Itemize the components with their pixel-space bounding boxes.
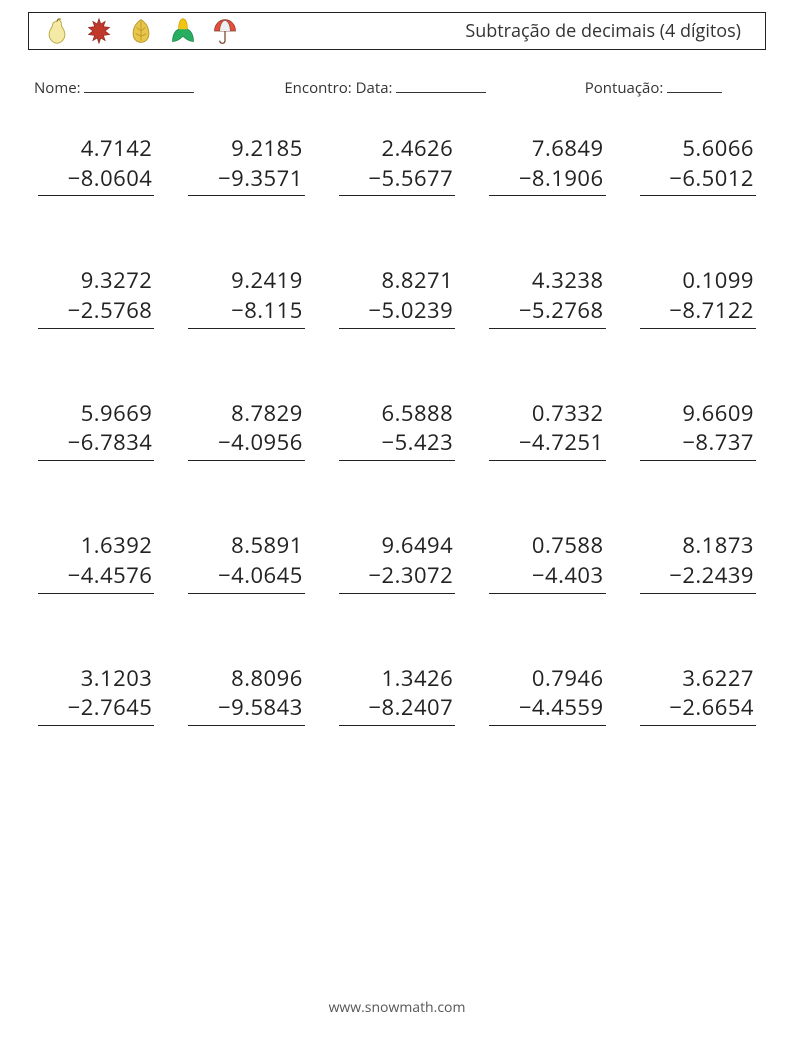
corn-icon xyxy=(169,17,197,45)
problem: 8.5891−4.0645 xyxy=(188,531,304,593)
subtrahend: −6.5012 xyxy=(640,164,756,197)
subtrahend: −2.2439 xyxy=(640,561,756,594)
problem: 7.6849−8.1906 xyxy=(489,134,605,196)
minuend: 6.5888 xyxy=(339,399,455,429)
subtrahend: −8.7122 xyxy=(640,296,756,329)
problems-grid: 4.7142−8.0604 9.2185−9.3571 2.4626−5.5677 7… xyxy=(28,134,766,726)
problem: 5.6066−6.5012 xyxy=(640,134,756,196)
problem: 3.1203−2.7645 xyxy=(38,664,154,726)
problem: 9.6494−2.3072 xyxy=(339,531,455,593)
problem: 2.4626−5.5677 xyxy=(339,134,455,196)
name-label: Nome: xyxy=(34,78,81,98)
subtrahend: −2.3072 xyxy=(339,561,455,594)
subtrahend: −4.0956 xyxy=(188,428,304,461)
minuend: 3.6227 xyxy=(640,664,756,694)
minuend: 8.1873 xyxy=(640,531,756,561)
problem: 8.1873−2.2439 xyxy=(640,531,756,593)
subtrahend: −8.1906 xyxy=(489,164,605,197)
subtrahend: −8.115 xyxy=(188,296,304,329)
problem: 9.2185−9.3571 xyxy=(188,134,304,196)
subtrahend: −2.5768 xyxy=(38,296,154,329)
minuend: 9.2185 xyxy=(188,134,304,164)
minuend: 1.6392 xyxy=(38,531,154,561)
subtrahend: −4.4559 xyxy=(489,693,605,726)
subtrahend: −5.2768 xyxy=(489,296,605,329)
header-icons xyxy=(43,17,239,45)
meta-score: Pontuação: xyxy=(585,78,760,98)
minuend: 5.9669 xyxy=(38,399,154,429)
meta-name: Nome: xyxy=(34,78,284,98)
problem: 0.7332−4.7251 xyxy=(489,399,605,461)
minuend: 0.7332 xyxy=(489,399,605,429)
subtrahend: −2.7645 xyxy=(38,693,154,726)
subtrahend: −5.5677 xyxy=(339,164,455,197)
minuend: 4.3238 xyxy=(489,266,605,296)
minuend: 9.3272 xyxy=(38,266,154,296)
minuend: 0.7588 xyxy=(489,531,605,561)
minuend: 0.7946 xyxy=(489,664,605,694)
problem: 8.8096−9.5843 xyxy=(188,664,304,726)
problem: 4.3238−5.2768 xyxy=(489,266,605,328)
name-blank[interactable] xyxy=(84,78,194,93)
minuend: 8.7829 xyxy=(188,399,304,429)
umbrella-icon xyxy=(211,17,239,45)
maple-leaf-icon xyxy=(85,17,113,45)
score-blank[interactable] xyxy=(667,78,722,93)
leaf-icon xyxy=(127,17,155,45)
minuend: 8.5891 xyxy=(188,531,304,561)
problem: 0.1099−8.7122 xyxy=(640,266,756,328)
header-box: Subtração de decimais (4 dígitos) xyxy=(28,12,766,50)
encounter-blank[interactable] xyxy=(396,78,486,93)
problem: 6.5888−5.423 xyxy=(339,399,455,461)
minuend: 2.4626 xyxy=(339,134,455,164)
minuend: 7.6849 xyxy=(489,134,605,164)
problem: 8.8271−5.0239 xyxy=(339,266,455,328)
minuend: 9.6494 xyxy=(339,531,455,561)
problem: 3.6227−2.6654 xyxy=(640,664,756,726)
subtrahend: −2.6654 xyxy=(640,693,756,726)
problem: 1.6392−4.4576 xyxy=(38,531,154,593)
minuend: 8.8096 xyxy=(188,664,304,694)
subtrahend: −8.737 xyxy=(640,428,756,461)
problem: 9.6609−8.737 xyxy=(640,399,756,461)
subtrahend: −6.7834 xyxy=(38,428,154,461)
subtrahend: −4.403 xyxy=(489,561,605,594)
problem: 9.2419−8.115 xyxy=(188,266,304,328)
minuend: 8.8271 xyxy=(339,266,455,296)
problem: 4.7142−8.0604 xyxy=(38,134,154,196)
worksheet-title: Subtração de decimais (4 dígitos) xyxy=(465,19,751,43)
subtrahend: −4.0645 xyxy=(188,561,304,594)
subtrahend: −9.5843 xyxy=(188,693,304,726)
problem: 0.7946−4.4559 xyxy=(489,664,605,726)
meta-row: Nome: Encontro: Data: Pontuação: xyxy=(28,78,766,98)
subtrahend: −8.2407 xyxy=(339,693,455,726)
problem: 1.3426−8.2407 xyxy=(339,664,455,726)
minuend: 1.3426 xyxy=(339,664,455,694)
minuend: 3.1203 xyxy=(38,664,154,694)
problem: 9.3272−2.5768 xyxy=(38,266,154,328)
problem: 8.7829−4.0956 xyxy=(188,399,304,461)
minuend: 5.6066 xyxy=(640,134,756,164)
subtrahend: −9.3571 xyxy=(188,164,304,197)
footer-url: www.snowmath.com xyxy=(0,998,794,1017)
subtrahend: −5.423 xyxy=(339,428,455,461)
problem: 5.9669−6.7834 xyxy=(38,399,154,461)
subtrahend: −4.4576 xyxy=(38,561,154,594)
subtrahend: −8.0604 xyxy=(38,164,154,197)
minuend: 0.1099 xyxy=(640,266,756,296)
subtrahend: −5.0239 xyxy=(339,296,455,329)
subtrahend: −4.7251 xyxy=(489,428,605,461)
minuend: 9.2419 xyxy=(188,266,304,296)
minuend: 9.6609 xyxy=(640,399,756,429)
pear-icon xyxy=(43,17,71,45)
score-label: Pontuação: xyxy=(585,78,664,98)
worksheet-page: Subtração de decimais (4 dígitos) Nome: … xyxy=(0,0,794,1053)
meta-encounter: Encontro: Data: xyxy=(284,78,584,98)
encounter-label: Encontro: Data: xyxy=(284,78,392,98)
minuend: 4.7142 xyxy=(38,134,154,164)
problem: 0.7588−4.403 xyxy=(489,531,605,593)
